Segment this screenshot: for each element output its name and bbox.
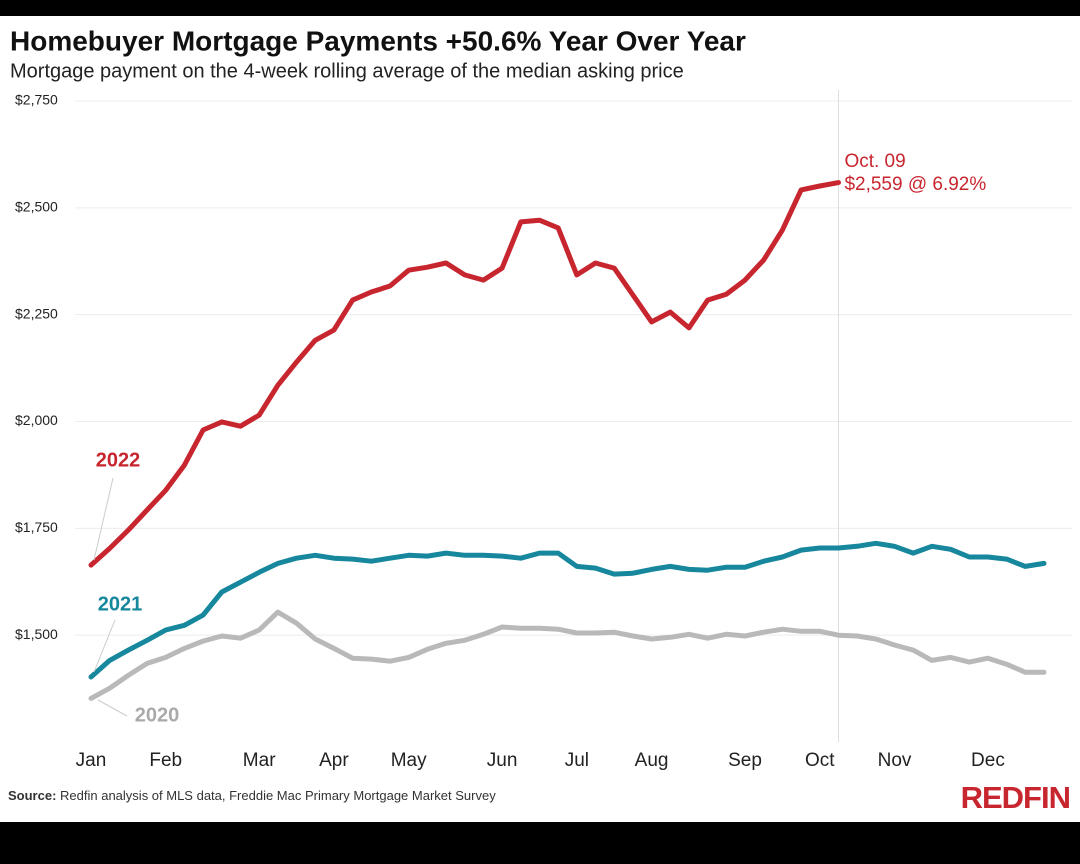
y-tick-label: $1,500 [15,626,58,642]
series-label: 2020 [135,704,180,726]
chart-title: Homebuyer Mortgage Payments +50.6% Year … [10,25,746,56]
x-tick-label: Jan [76,750,107,771]
y-tick-label: $2,000 [15,412,58,428]
x-tick-label: May [391,750,427,771]
y-tick-label: $1,750 [15,519,58,535]
series-line [88,540,1047,680]
leader-line [97,699,128,717]
y-tick-label: $2,750 [15,92,58,108]
plot-area: $1,500 $1,750 $2,000 $2,250 $2,500 $2,750 Jan F… [15,90,1072,771]
series-label: 2022 [96,449,141,471]
leader-line [93,619,116,673]
x-tick-label: Jul [565,750,589,771]
x-tick-label: Nov [878,750,912,771]
x-tick-label: Feb [149,750,182,771]
series-line [88,609,1047,701]
background [0,16,1080,822]
source-text: Redfin analysis of MLS data, Freddie Mac… [60,788,496,803]
series-label: 2021 [98,593,143,615]
x-tick-label: Oct [805,750,835,771]
annotation-text: $2,559 @ 6.92% [844,174,986,195]
x-tick-label: Aug [635,750,669,771]
leader-line [93,477,114,561]
chart-subtitle: Mortgage payment on the 4-week rolling a… [10,60,684,82]
x-tick-label: Mar [243,750,276,771]
logo: REDFIN [961,780,1070,815]
annotation-date: Oct. 09 [844,151,905,172]
source: Source: Redfin analysis of MLS data, Fre… [8,788,496,803]
x-tick-label: Sep [728,750,762,771]
series-line [88,180,841,568]
x-tick-label: Jun [487,750,518,771]
x-tick-label: Apr [319,750,349,771]
y-tick-label: $2,250 [15,305,58,321]
source-label: Source: [8,788,56,803]
x-tick-label: Dec [971,750,1005,771]
y-tick-label: $2,500 [15,199,58,215]
